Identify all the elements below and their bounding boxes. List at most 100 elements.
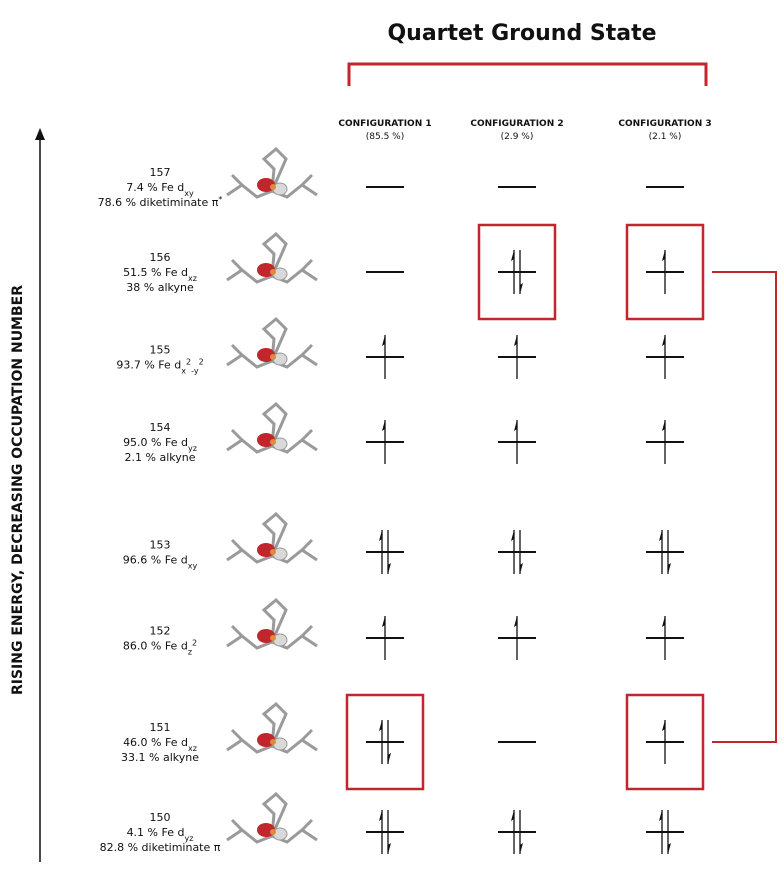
- molecule: [226, 231, 318, 284]
- config-weight: (2.9 %): [501, 132, 534, 142]
- spin-up-head: [379, 720, 382, 731]
- text-segment: 78.6 % diketiminate π: [98, 196, 219, 209]
- orbital-description: 46.0 % Fe dxz: [123, 736, 197, 753]
- molecule-frame: [226, 146, 318, 199]
- spin-down-head: [388, 753, 391, 764]
- molecule-frame: [226, 511, 318, 564]
- molecule: [226, 791, 318, 844]
- spin-down-head: [668, 843, 671, 854]
- iron-atom: [270, 184, 276, 190]
- text-segment: 93.7 % Fe d: [116, 359, 181, 372]
- text-segment: -y: [191, 366, 199, 375]
- text-segment: xz: [188, 744, 197, 753]
- spin-up-head: [379, 530, 382, 541]
- title: Quartet Ground State: [387, 21, 656, 46]
- text-segment: 38 % alkyne: [126, 281, 194, 294]
- iron-atom: [270, 829, 276, 835]
- spin-up-head: [662, 720, 665, 731]
- axis-arrowhead: [35, 128, 45, 140]
- orbital-number: 156: [150, 251, 171, 264]
- spin-up-head: [662, 250, 665, 261]
- spin-up-head: [514, 616, 517, 627]
- text-segment: z: [188, 647, 192, 656]
- text-segment: 2: [199, 357, 204, 366]
- config-weight: (85.5 %): [366, 132, 404, 142]
- spin-up-head: [511, 250, 514, 261]
- text-segment: 95.0 % Fe d: [123, 436, 188, 449]
- text-segment: 82.8 % diketiminate π: [100, 841, 221, 854]
- text-segment: 51.5 % Fe d: [123, 266, 188, 279]
- highlight-box: [625, 223, 705, 321]
- molecule: [226, 597, 318, 650]
- orbital-number: 152: [150, 625, 171, 638]
- text-segment: xz: [188, 274, 197, 283]
- config-label: CONFIGURATION 1: [338, 119, 431, 129]
- text-segment: 86.0 % Fe d: [123, 640, 188, 653]
- bracket: [347, 62, 708, 86]
- orbital-description: 95.0 % Fe dyz: [123, 436, 197, 453]
- orbital-number: 154: [150, 421, 171, 434]
- text-segment: *: [218, 195, 222, 204]
- spin-up-head: [662, 420, 665, 431]
- spin-down-head: [520, 283, 523, 294]
- spin-up-head: [659, 810, 662, 821]
- spin-down-head: [668, 563, 671, 574]
- spin-up-head: [382, 420, 385, 431]
- orbital-description: 7.4 % Fe dxy: [126, 181, 194, 198]
- orbital-description: 86.0 % Fe dz2: [123, 638, 197, 656]
- config-label: CONFIGURATION 3: [618, 119, 711, 129]
- iron-atom: [270, 549, 276, 555]
- text-segment: 7.4 % Fe d: [126, 181, 184, 194]
- orbital-number: 157: [150, 166, 171, 179]
- orbital-description: 78.6 % diketiminate π*: [98, 195, 223, 210]
- molecule: [226, 511, 318, 564]
- spin-up-head: [511, 810, 514, 821]
- text-segment: yz: [188, 444, 197, 453]
- spin-up-head: [511, 530, 514, 541]
- spin-up-head: [514, 335, 517, 346]
- config-label: CONFIGURATION 2: [470, 119, 563, 129]
- text-segment: 4.1 % Fe d: [127, 826, 185, 839]
- spin-down-head: [388, 563, 391, 574]
- spin-down-head: [520, 843, 523, 854]
- orbital-description: 4.1 % Fe dyz: [127, 826, 194, 843]
- text-segment: 2: [192, 638, 197, 647]
- spin-up-head: [379, 810, 382, 821]
- orbital-description: 33.1 % alkyne: [121, 751, 199, 764]
- text-segment: 46.0 % Fe d: [123, 736, 188, 749]
- molecule-frame: [226, 701, 318, 754]
- iron-atom: [270, 269, 276, 275]
- spin-up-head: [382, 335, 385, 346]
- spin-up-head: [662, 335, 665, 346]
- spin-up-head: [662, 616, 665, 627]
- iron-atom: [270, 354, 276, 360]
- molecule-frame: [226, 597, 318, 650]
- orbital-number: 151: [150, 721, 171, 734]
- text-segment: yz: [184, 834, 193, 843]
- orbital-description: 82.8 % diketiminate π: [100, 841, 221, 854]
- text-segment: xy: [188, 561, 198, 570]
- orbital-number: 153: [150, 539, 171, 552]
- iron-atom: [270, 739, 276, 745]
- text-segment: x: [181, 366, 186, 375]
- connector: [712, 271, 777, 743]
- orbital-description: 96.6 % Fe dxy: [123, 554, 198, 571]
- spin-down-head: [388, 843, 391, 854]
- axis-label: RISING ENERGY, DECREASING OCCUPATION NUM…: [10, 285, 26, 695]
- orbital-number: 150: [150, 811, 171, 824]
- molecule: [226, 701, 318, 754]
- text-segment: xy: [184, 189, 194, 198]
- highlight-box: [477, 223, 557, 321]
- molecule-frame: [226, 791, 318, 844]
- text-segment: 96.6 % Fe d: [123, 554, 188, 567]
- spin-down-head: [520, 563, 523, 574]
- iron-atom: [270, 439, 276, 445]
- text-segment: 33.1 % alkyne: [121, 751, 199, 764]
- molecule-frame: [226, 316, 318, 369]
- spin-up-head: [514, 420, 517, 431]
- spin-up-head: [382, 616, 385, 627]
- highlight-box: [625, 693, 705, 791]
- molecule: [226, 316, 318, 369]
- spin-up-head: [659, 530, 662, 541]
